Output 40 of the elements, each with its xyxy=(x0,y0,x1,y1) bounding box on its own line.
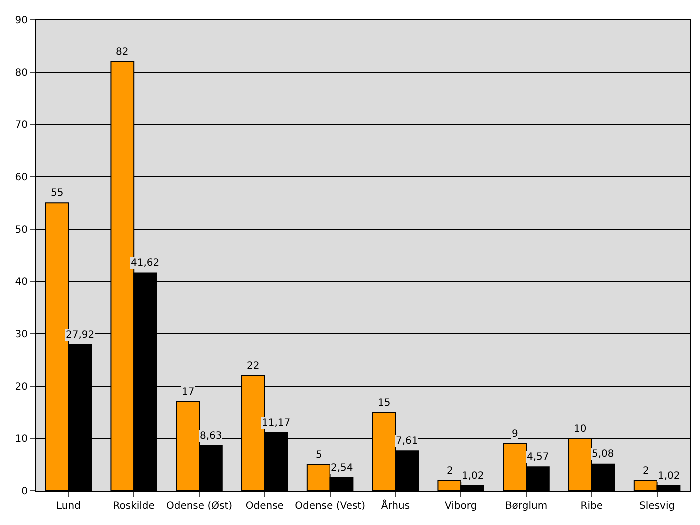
data-label: 82 xyxy=(116,47,129,58)
x-tick-label: Lund xyxy=(56,501,81,512)
data-label: 4,57 xyxy=(527,452,550,463)
data-label: 2 xyxy=(643,466,650,477)
y-tick-label: 50 xyxy=(15,224,28,236)
y-tick-label: 30 xyxy=(15,330,28,340)
data-label: 2 xyxy=(447,466,454,477)
x-tick-label: Odense (Øst) xyxy=(166,501,233,512)
data-label: 55 xyxy=(51,188,64,199)
x-tick-label: Viborg xyxy=(445,501,478,512)
data-label: 27,92 xyxy=(66,330,95,341)
data-label: 5 xyxy=(316,450,322,461)
y-tick-label: 90 xyxy=(15,16,28,26)
x-tick-label: Slesvig xyxy=(640,501,676,512)
x-tick-label: Odense xyxy=(246,501,284,512)
data-label: 22 xyxy=(247,361,260,372)
data-label: 9 xyxy=(512,429,518,440)
data-label: 17 xyxy=(182,387,195,398)
y-tick-label: 10 xyxy=(15,434,28,446)
data-label: 1,02 xyxy=(462,471,484,482)
data-label: 2,54 xyxy=(331,463,354,474)
y-tick-label: 80 xyxy=(15,68,28,79)
y-tick-label: 20 xyxy=(15,382,28,393)
y-tick-label: 40 xyxy=(15,277,28,288)
x-tick-label: Ribe xyxy=(580,501,604,512)
data-label: 1,02 xyxy=(658,471,680,482)
data-label: 15 xyxy=(378,398,391,409)
data-label: 8,63 xyxy=(200,431,222,442)
data-label: 11,17 xyxy=(262,418,291,429)
data-label: 41,62 xyxy=(131,258,160,269)
data-label: 5,08 xyxy=(592,449,614,460)
data-label: 7,61 xyxy=(396,436,418,447)
y-tick-label: 60 xyxy=(15,172,28,184)
x-tick-label: Odense (Vest) xyxy=(295,501,366,512)
x-tick-label: Århus xyxy=(381,499,410,512)
x-tick-label: Roskilde xyxy=(113,501,155,512)
y-tick-label: 70 xyxy=(15,120,28,132)
x-tick-label: Børglum xyxy=(505,501,548,512)
data-label: 10 xyxy=(574,424,587,435)
y-tick-label: 0 xyxy=(22,486,28,498)
